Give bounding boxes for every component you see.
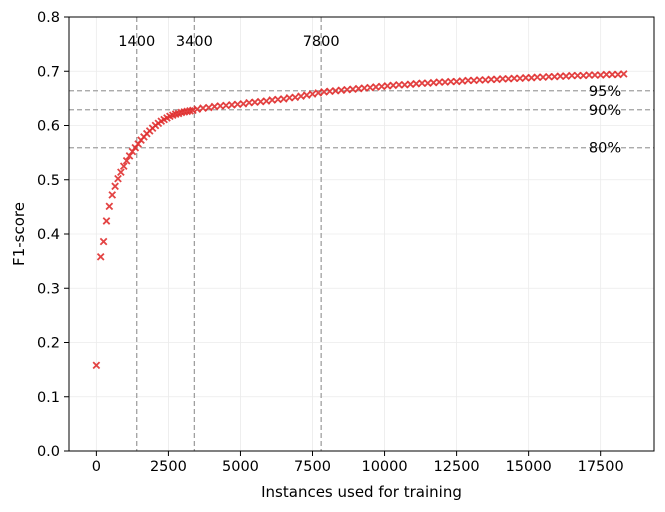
grid-layer [69, 16, 654, 452]
data-point [568, 71, 576, 80]
data-point [204, 103, 213, 112]
data-point [122, 156, 131, 165]
data-point [279, 95, 288, 103]
x-tick-label: 7500 [294, 459, 331, 475]
data-point [475, 76, 484, 84]
vertical-reference-label: 7800 [303, 34, 340, 50]
x-axis-label: Instances used for training [261, 483, 462, 501]
horizontal-reference-label: 80% [589, 141, 621, 157]
horizontal-reference-label: 95% [589, 84, 621, 100]
y-tick-label: 0.2 [37, 336, 60, 352]
x-tick-label: 2500 [150, 459, 187, 475]
x-tick-label: 15000 [506, 459, 552, 475]
data-point [435, 78, 444, 86]
data-point [533, 73, 542, 82]
y-tick-label: 0.5 [37, 173, 60, 189]
data-point [591, 71, 599, 79]
data-point [544, 72, 553, 81]
x-tick-label: 0 [92, 459, 101, 475]
reference-lines: 1400 3400 7800 95% 90% 80% [69, 17, 654, 451]
data-point [487, 75, 496, 84]
data-point [510, 74, 519, 83]
vertical-reference-label: 3400 [176, 34, 213, 50]
data-point [464, 76, 472, 85]
data-point [308, 90, 317, 98]
data-point [102, 217, 111, 225]
x-tick-label: 5000 [222, 459, 259, 475]
data-points [92, 70, 628, 370]
y-tick-label: 0.4 [37, 227, 60, 243]
y-tick-label: 0.3 [37, 281, 60, 297]
x-tick-label: 12500 [434, 459, 480, 475]
data-point [262, 97, 271, 105]
y-axis-label: F1-score [10, 202, 28, 266]
x-tick-label: 10000 [361, 459, 407, 475]
data-point [556, 72, 565, 80]
data-point [108, 191, 117, 199]
data-point [114, 174, 122, 183]
data-point [446, 77, 455, 86]
x-tick-label: 17500 [578, 459, 624, 475]
data-point [418, 79, 426, 88]
data-point [193, 105, 202, 114]
data-point [92, 361, 101, 370]
data-point [608, 70, 617, 79]
data-point [521, 73, 530, 82]
data-point [117, 168, 125, 176]
y-tick-label: 0.6 [37, 119, 60, 135]
y-tick-label: 0.0 [37, 444, 60, 460]
y-tick-label: 0.7 [37, 64, 60, 80]
data-point [291, 93, 300, 102]
data-point [602, 70, 611, 79]
axis-ticks: 0 2500 5000 7500 10000 12500 15000 17500 0.0 0.1 0… [37, 10, 624, 475]
data-point [119, 162, 128, 171]
data-point [498, 75, 507, 83]
data-point [302, 91, 311, 99]
data-point [395, 80, 403, 89]
data-point [99, 237, 108, 246]
y-tick-label: 0.1 [37, 390, 60, 406]
data-point [573, 71, 582, 80]
horizontal-reference-label: 90% [589, 103, 621, 119]
data-point [239, 99, 248, 108]
data-point [125, 152, 134, 160]
data-point [96, 252, 105, 261]
vertical-reference-label: 1400 [118, 34, 155, 50]
data-point [619, 70, 628, 78]
data-point [105, 202, 114, 211]
data-point [297, 92, 305, 101]
data-point [585, 71, 593, 79]
data-point [111, 182, 119, 191]
y-tick-label: 0.8 [37, 10, 60, 26]
data-point [314, 89, 323, 97]
